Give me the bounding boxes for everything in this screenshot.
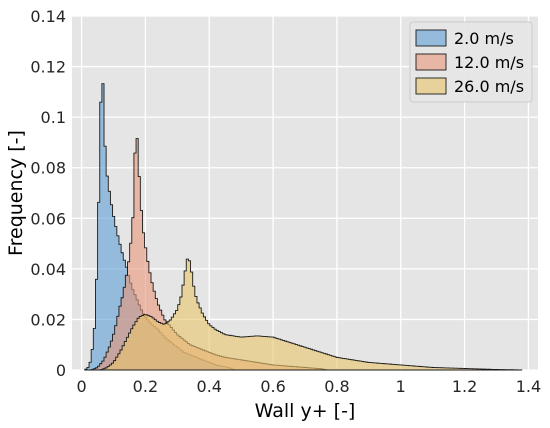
legend-swatch: [415, 77, 447, 95]
y-tick-label: 0.06: [30, 209, 66, 228]
x-tick-label: 1.4: [516, 377, 541, 396]
legend: 2.0 m/s 12.0 m/s 26.0 m/s: [409, 21, 533, 103]
x-tick-label: 0.4: [197, 377, 222, 396]
histogram-series-group: [84, 83, 523, 371]
y-tick-label: 0.08: [30, 159, 66, 178]
y-tick-label: 0: [56, 361, 66, 380]
legend-entry-label: 2.0 m/s: [454, 29, 514, 48]
legend-entry-label: 12.0 m/s: [454, 53, 524, 72]
y-tick-label: 0.1: [41, 108, 66, 127]
y-tick-label: 0.14: [30, 7, 66, 26]
y-axis-ticks: 0 0.02 0.04 0.06 0.08 0.1 0.12 0.14: [30, 7, 66, 380]
legend-entry-label: 26.0 m/s: [454, 77, 524, 96]
x-tick-label: 1.2: [452, 377, 477, 396]
histogram-series-3: [100, 258, 523, 371]
x-tick-label: 0.6: [260, 377, 285, 396]
y-tick-label: 0.04: [30, 260, 66, 279]
x-tick-label: 0.2: [133, 377, 158, 396]
y-tick-label: 0.02: [30, 310, 66, 329]
x-axis-label: Wall y+ [-]: [255, 400, 356, 422]
y-axis-label: Frequency [-]: [5, 130, 27, 256]
legend-swatch: [415, 29, 447, 47]
x-tick-label: 1: [396, 377, 406, 396]
legend-swatch: [415, 53, 447, 71]
y-tick-label: 0.12: [30, 58, 66, 77]
x-axis-ticks: 0 0.2 0.4 0.6 0.8 1 1.2 1.4: [76, 377, 541, 396]
x-tick-label: 0: [76, 377, 86, 396]
x-tick-label: 0.8: [324, 377, 349, 396]
